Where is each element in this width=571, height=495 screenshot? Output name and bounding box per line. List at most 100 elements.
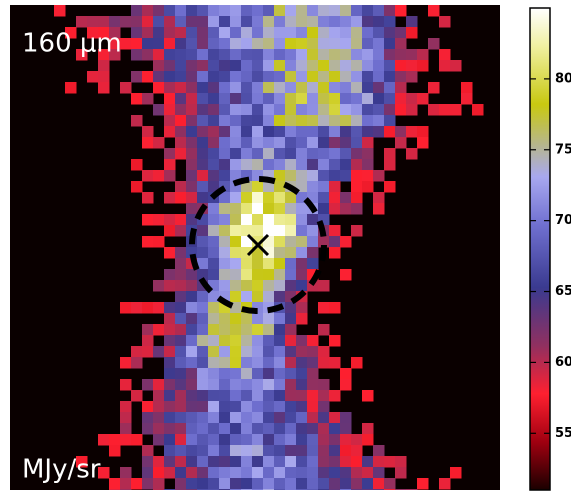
pixel xyxy=(252,280,264,292)
pixel xyxy=(285,236,297,248)
pixel xyxy=(197,357,209,369)
pixel xyxy=(208,236,220,248)
pixel xyxy=(175,489,187,490)
pixel xyxy=(142,478,154,490)
pixel xyxy=(296,478,308,490)
pixel xyxy=(252,368,264,380)
pixel xyxy=(428,82,440,94)
pixel xyxy=(175,214,187,226)
pixel xyxy=(318,60,330,72)
pixel xyxy=(164,16,176,28)
pixel xyxy=(274,236,286,248)
band-label: 160 μm xyxy=(22,29,122,59)
pixel xyxy=(362,434,374,446)
pixel xyxy=(153,49,165,61)
pixel xyxy=(263,82,275,94)
pixel xyxy=(285,126,297,138)
pixel xyxy=(230,181,242,193)
pixel xyxy=(175,5,187,17)
pixel xyxy=(362,170,374,182)
pixel xyxy=(164,82,176,94)
pixel xyxy=(219,313,231,325)
pixel xyxy=(307,82,319,94)
pixel xyxy=(208,203,220,215)
pixel xyxy=(153,27,165,39)
pixel xyxy=(406,126,418,138)
pixel xyxy=(153,401,165,413)
pixel xyxy=(329,203,341,215)
pixel xyxy=(329,137,341,149)
pixel xyxy=(307,170,319,182)
pixel xyxy=(296,49,308,61)
pixel xyxy=(252,16,264,28)
pixel xyxy=(307,247,319,259)
pixel xyxy=(274,148,286,160)
pixel xyxy=(208,159,220,171)
pixel xyxy=(164,38,176,50)
pixel xyxy=(230,390,242,402)
pixel xyxy=(373,456,385,468)
pixel xyxy=(318,181,330,193)
colorbar-tick-label: 70 xyxy=(555,213,571,228)
pixel xyxy=(307,434,319,446)
pixel xyxy=(263,115,275,127)
pixel xyxy=(307,104,319,116)
pixel xyxy=(406,49,418,61)
pixel xyxy=(318,16,330,28)
pixel xyxy=(296,379,308,391)
colorbar-tick-label: 65 xyxy=(555,284,571,299)
pixel xyxy=(373,467,385,479)
pixel xyxy=(175,192,187,204)
pixel xyxy=(208,115,220,127)
pixel xyxy=(395,27,407,39)
pixel xyxy=(241,5,253,17)
pixel xyxy=(362,5,374,17)
pixel xyxy=(263,247,275,259)
pixel xyxy=(241,445,253,457)
pixel xyxy=(285,434,297,446)
pixel xyxy=(230,60,242,72)
pixel xyxy=(285,489,297,490)
pixel xyxy=(219,357,231,369)
pixel xyxy=(340,170,352,182)
pixel xyxy=(230,258,242,270)
pixel xyxy=(296,269,308,281)
pixel xyxy=(340,269,352,281)
pixel xyxy=(340,115,352,127)
colorbar-ticks: 55 60 65 70 75 80 xyxy=(530,71,571,441)
pixel xyxy=(219,49,231,61)
pixel xyxy=(98,60,110,72)
pixel xyxy=(263,71,275,83)
pixel xyxy=(164,148,176,160)
pixel xyxy=(340,137,352,149)
pixel xyxy=(219,115,231,127)
pixel xyxy=(274,280,286,292)
pixel xyxy=(296,258,308,270)
pixel xyxy=(230,489,242,490)
pixel xyxy=(274,379,286,391)
pixel xyxy=(230,291,242,303)
pixel xyxy=(274,401,286,413)
pixel xyxy=(285,478,297,490)
pixel xyxy=(219,159,231,171)
pixel xyxy=(142,93,154,105)
pixel xyxy=(318,104,330,116)
pixel xyxy=(362,27,374,39)
pixel xyxy=(373,5,385,17)
pixel xyxy=(263,456,275,468)
pixel xyxy=(406,27,418,39)
pixel xyxy=(296,434,308,446)
pixel xyxy=(76,49,88,61)
pixel xyxy=(120,16,132,28)
pixel xyxy=(241,148,253,160)
pixel xyxy=(296,137,308,149)
pixel xyxy=(285,313,297,325)
pixel xyxy=(307,478,319,490)
pixel xyxy=(186,148,198,160)
pixel xyxy=(197,379,209,391)
pixel xyxy=(186,203,198,215)
pixel xyxy=(164,302,176,314)
pixel xyxy=(318,126,330,138)
pixel xyxy=(241,335,253,347)
pixel xyxy=(329,434,341,446)
